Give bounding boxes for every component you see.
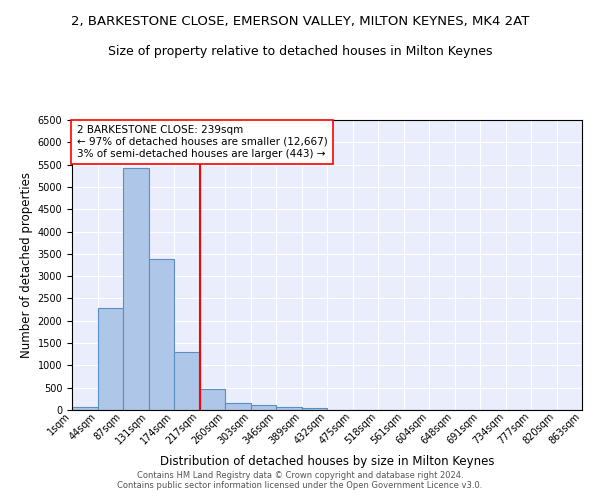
- X-axis label: Distribution of detached houses by size in Milton Keynes: Distribution of detached houses by size …: [160, 454, 494, 468]
- Bar: [276, 406, 302, 410]
- Bar: [251, 405, 276, 410]
- Bar: [199, 388, 225, 410]
- Bar: [174, 352, 199, 410]
- Text: Size of property relative to detached houses in Milton Keynes: Size of property relative to detached ho…: [108, 45, 492, 58]
- Y-axis label: Number of detached properties: Number of detached properties: [20, 172, 34, 358]
- Text: 2, BARKESTONE CLOSE, EMERSON VALLEY, MILTON KEYNES, MK4 2AT: 2, BARKESTONE CLOSE, EMERSON VALLEY, MIL…: [71, 15, 529, 28]
- Bar: [225, 403, 251, 410]
- Text: Contains HM Land Registry data © Crown copyright and database right 2024.
Contai: Contains HM Land Registry data © Crown c…: [118, 470, 482, 490]
- Text: 2 BARKESTONE CLOSE: 239sqm
← 97% of detached houses are smaller (12,667)
3% of s: 2 BARKESTONE CLOSE: 239sqm ← 97% of deta…: [77, 126, 328, 158]
- Bar: [123, 168, 149, 410]
- Bar: [302, 408, 327, 410]
- Bar: [149, 259, 174, 410]
- Bar: [97, 308, 123, 410]
- Bar: [72, 407, 97, 410]
